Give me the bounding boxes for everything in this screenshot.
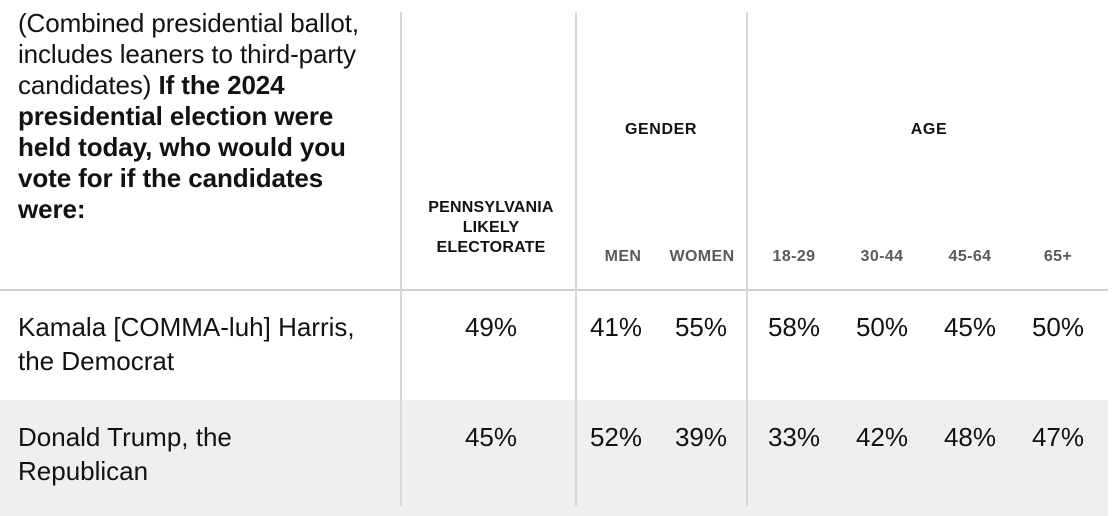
trump-age-30-44-value: 42% bbox=[855, 422, 909, 452]
age-group-header: AGE bbox=[910, 121, 948, 138]
question-bold: If the 2024 presidential election were h… bbox=[18, 70, 346, 224]
electorate-header: PENNSYLVANIA LIKELY ELECTORATE bbox=[408, 198, 574, 258]
electorate-header-line2: LIKELY bbox=[462, 219, 520, 236]
question-prefix: (Combined presidential ballot, includes … bbox=[18, 8, 359, 100]
trump-women-value: 39% bbox=[674, 422, 728, 452]
harris-men-value: 41% bbox=[589, 312, 643, 342]
row-label-line2: the Democrat bbox=[18, 346, 175, 376]
harris-age-18-29-value: 58% bbox=[767, 312, 821, 342]
question-text: (Combined presidential ballot, includes … bbox=[18, 8, 393, 225]
age-45-64-header: 45-64 bbox=[948, 248, 992, 265]
column-divider bbox=[575, 12, 577, 506]
harris-age-65-value: 50% bbox=[1031, 312, 1085, 342]
trump-age-18-29-value: 33% bbox=[767, 422, 821, 452]
column-divider bbox=[746, 12, 748, 506]
trump-age-45-64-value: 48% bbox=[943, 422, 997, 452]
age-18-29-header: 18-29 bbox=[772, 248, 816, 265]
electorate-header-line3: ELECTORATE bbox=[436, 239, 546, 256]
trump-men-value: 52% bbox=[589, 422, 643, 452]
harris-electorate-value: 49% bbox=[464, 312, 518, 342]
harris-age-30-44-value: 50% bbox=[855, 312, 909, 342]
electorate-header-line1: PENNSYLVANIA bbox=[428, 199, 554, 216]
women-header: WOMEN bbox=[669, 248, 735, 265]
row-label-line2: Republican bbox=[18, 456, 149, 486]
row-label-trump: Donald Trump, the Republican bbox=[18, 420, 398, 488]
harris-women-value: 55% bbox=[674, 312, 728, 342]
header-divider bbox=[0, 289, 1108, 291]
trump-electorate-value: 45% bbox=[464, 422, 518, 452]
row-label-line1: Kamala [COMMA-luh] Harris, bbox=[18, 312, 355, 342]
row-label-harris: Kamala [COMMA-luh] Harris, the Democrat bbox=[18, 310, 398, 378]
harris-age-45-64-value: 45% bbox=[943, 312, 997, 342]
men-header: MEN bbox=[604, 248, 642, 265]
age-30-44-header: 30-44 bbox=[860, 248, 904, 265]
row-shade bbox=[0, 400, 1108, 516]
row-label-line1: Donald Trump, the bbox=[18, 422, 232, 452]
age-65-header: 65+ bbox=[1043, 248, 1073, 265]
gender-group-header: GENDER bbox=[624, 121, 698, 138]
trump-age-65-value: 47% bbox=[1031, 422, 1085, 452]
column-divider bbox=[400, 12, 402, 506]
